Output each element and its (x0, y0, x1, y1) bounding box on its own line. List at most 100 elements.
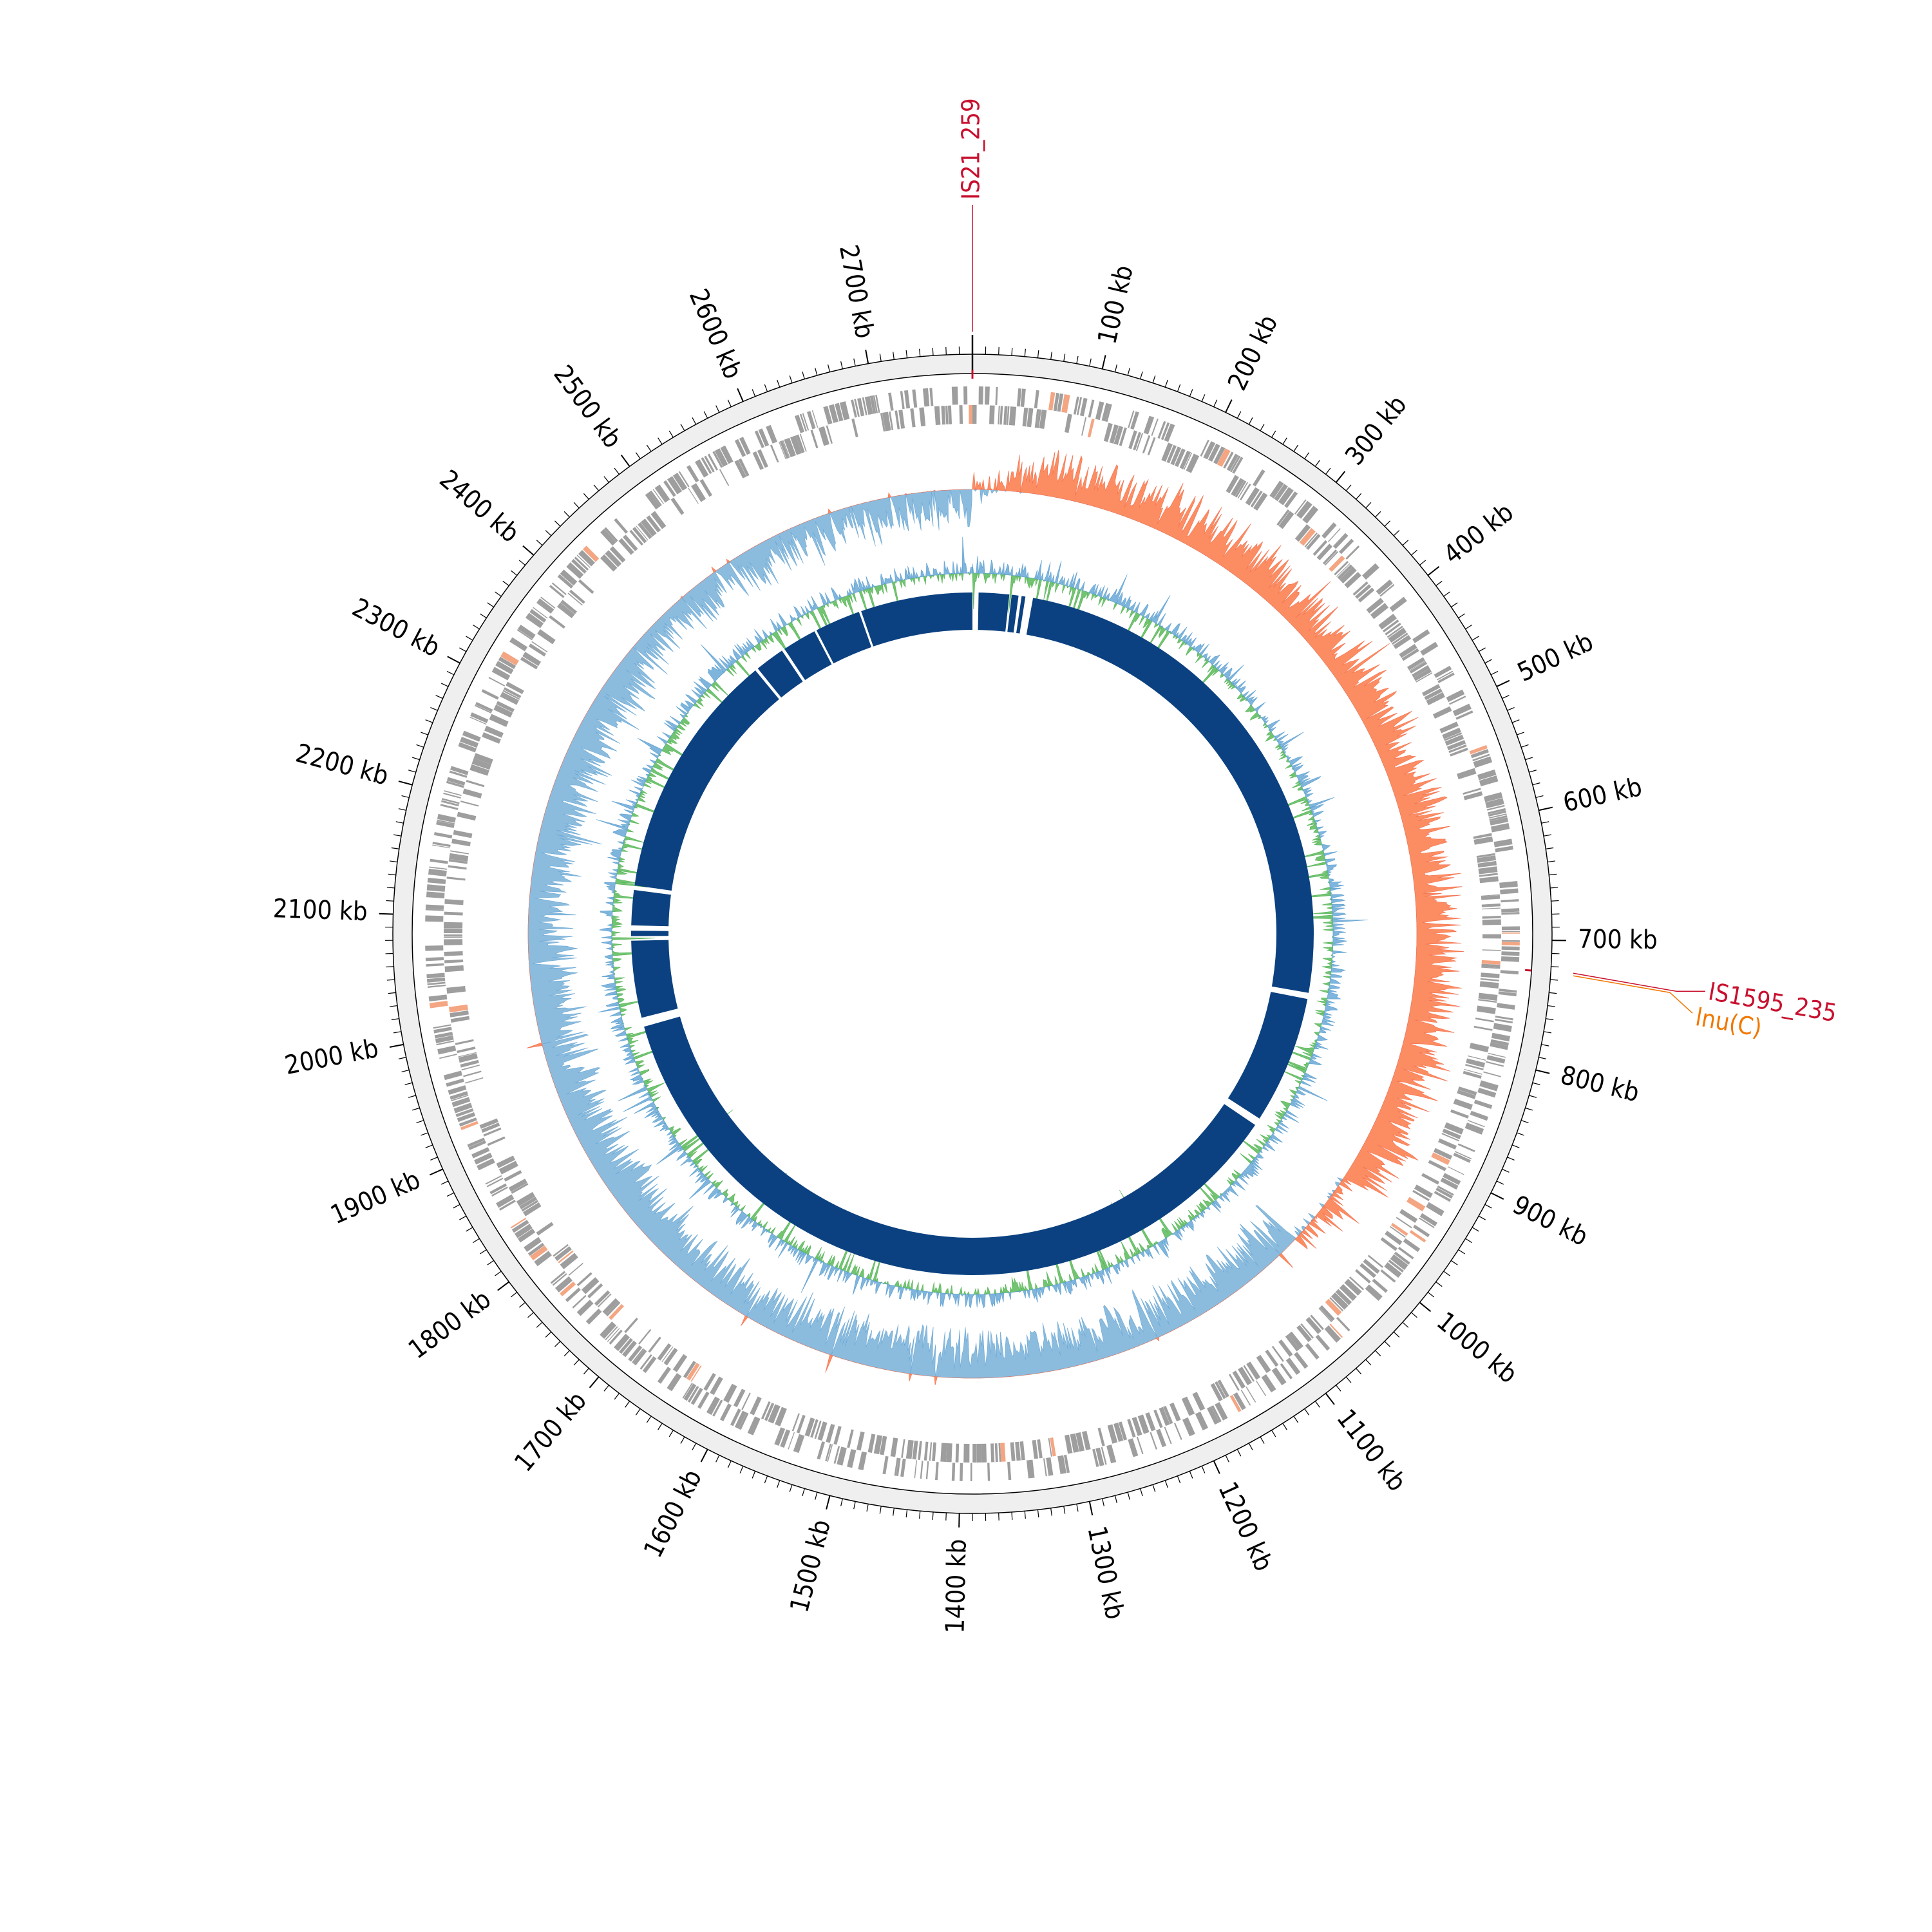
gene-block (1486, 1061, 1504, 1067)
minor-tick (1451, 602, 1458, 608)
gene-block (585, 1308, 602, 1325)
gene-block (1465, 1064, 1484, 1070)
minor-tick (1375, 1350, 1381, 1357)
minor-tick (1375, 511, 1381, 518)
minor-tick (593, 484, 600, 491)
gene-block (446, 876, 466, 881)
gene-block (923, 1441, 929, 1461)
gene-block (1389, 596, 1407, 612)
gene-block (581, 1277, 600, 1294)
gene-block (531, 641, 548, 653)
gene-block (1331, 1292, 1349, 1310)
gene-block (1128, 410, 1135, 428)
gene-block (712, 1399, 723, 1417)
minor-tick (815, 1492, 818, 1500)
gene-block (934, 406, 941, 426)
gene-block (521, 1200, 539, 1212)
gene-block (1032, 1439, 1039, 1459)
gene-block (551, 582, 567, 595)
gene-block (1495, 1016, 1513, 1021)
gene-block (1271, 1367, 1287, 1386)
gene-block (1416, 672, 1433, 683)
gene-block (699, 478, 712, 497)
gene-block (433, 1024, 451, 1029)
gene-block (1431, 1152, 1450, 1166)
gene-block (672, 1354, 688, 1372)
gene-block (448, 1085, 467, 1095)
minor-tick (1541, 821, 1549, 824)
gene-block (1450, 747, 1468, 757)
gene-block (1043, 1458, 1047, 1477)
gene-block (764, 1403, 775, 1421)
gene-block (683, 1383, 697, 1401)
minor-tick (554, 520, 561, 527)
gene-block (1276, 509, 1290, 526)
tick-label: 300 kb (1340, 390, 1412, 471)
minor-tick (1304, 1408, 1310, 1416)
gene-block (774, 1427, 786, 1446)
minor-tick (764, 384, 768, 392)
gene-block (1455, 710, 1473, 720)
gene-block (823, 406, 833, 425)
gene-block (1379, 583, 1395, 597)
gene-block (1442, 1128, 1461, 1140)
gene-block (951, 386, 958, 405)
gene-block (425, 904, 444, 910)
gene-block (701, 457, 712, 475)
gene-block (817, 1441, 826, 1460)
contig-block (631, 889, 671, 927)
gene-block (1255, 1380, 1267, 1396)
gene-block (594, 1290, 611, 1306)
gene-block (1278, 487, 1294, 506)
gc-content-high (596, 536, 1368, 1309)
minor-tick (658, 1423, 663, 1430)
minor-tick (1435, 1281, 1443, 1287)
gene-block (1036, 409, 1041, 428)
gene-block (1463, 791, 1483, 800)
minor-tick (545, 530, 552, 536)
gene-block (1217, 1379, 1229, 1398)
gene-block (914, 1460, 917, 1479)
gene-block (1490, 1042, 1508, 1050)
gene-block (900, 1458, 906, 1477)
gene-block (1075, 1432, 1085, 1452)
gene-block (1079, 397, 1088, 417)
gene-block (1037, 1439, 1043, 1459)
gene-block (1362, 563, 1379, 580)
gene-block (867, 1434, 876, 1454)
minor-tick (1511, 1144, 1520, 1148)
gene-block (528, 643, 547, 657)
gene-block (604, 527, 618, 542)
gene-block (509, 637, 528, 652)
gene-block (795, 434, 805, 453)
tick-label: 500 kb (1513, 627, 1598, 688)
gene-block (629, 529, 644, 546)
gene-block (632, 1348, 645, 1363)
gene-block (946, 1443, 952, 1463)
gene-block (510, 1217, 527, 1229)
minor-tick (435, 695, 443, 699)
minor-tick (614, 468, 620, 475)
contig-block (644, 1016, 1256, 1276)
gene-block (1009, 406, 1017, 426)
major-tick (1325, 1392, 1335, 1405)
gene-block (1061, 394, 1070, 413)
gene-block (779, 440, 790, 459)
gene-block (1409, 1230, 1426, 1243)
minor-tick (1365, 1359, 1372, 1366)
minor-tick (945, 346, 947, 355)
minor-tick (1271, 430, 1276, 438)
gene-block (984, 386, 990, 405)
gene-block (784, 437, 796, 458)
gene-block (955, 1443, 960, 1463)
tick-label: 1100 kb (1331, 1404, 1412, 1497)
contig-block (631, 931, 669, 936)
minor-tick (1114, 364, 1117, 372)
gene-block (1464, 1122, 1484, 1135)
gene-block (1414, 1184, 1433, 1198)
gene-block (1486, 1055, 1506, 1064)
minor-tick (703, 411, 708, 419)
gene-block (481, 689, 499, 700)
gene-block (1278, 1340, 1293, 1357)
gene-block (484, 725, 504, 738)
